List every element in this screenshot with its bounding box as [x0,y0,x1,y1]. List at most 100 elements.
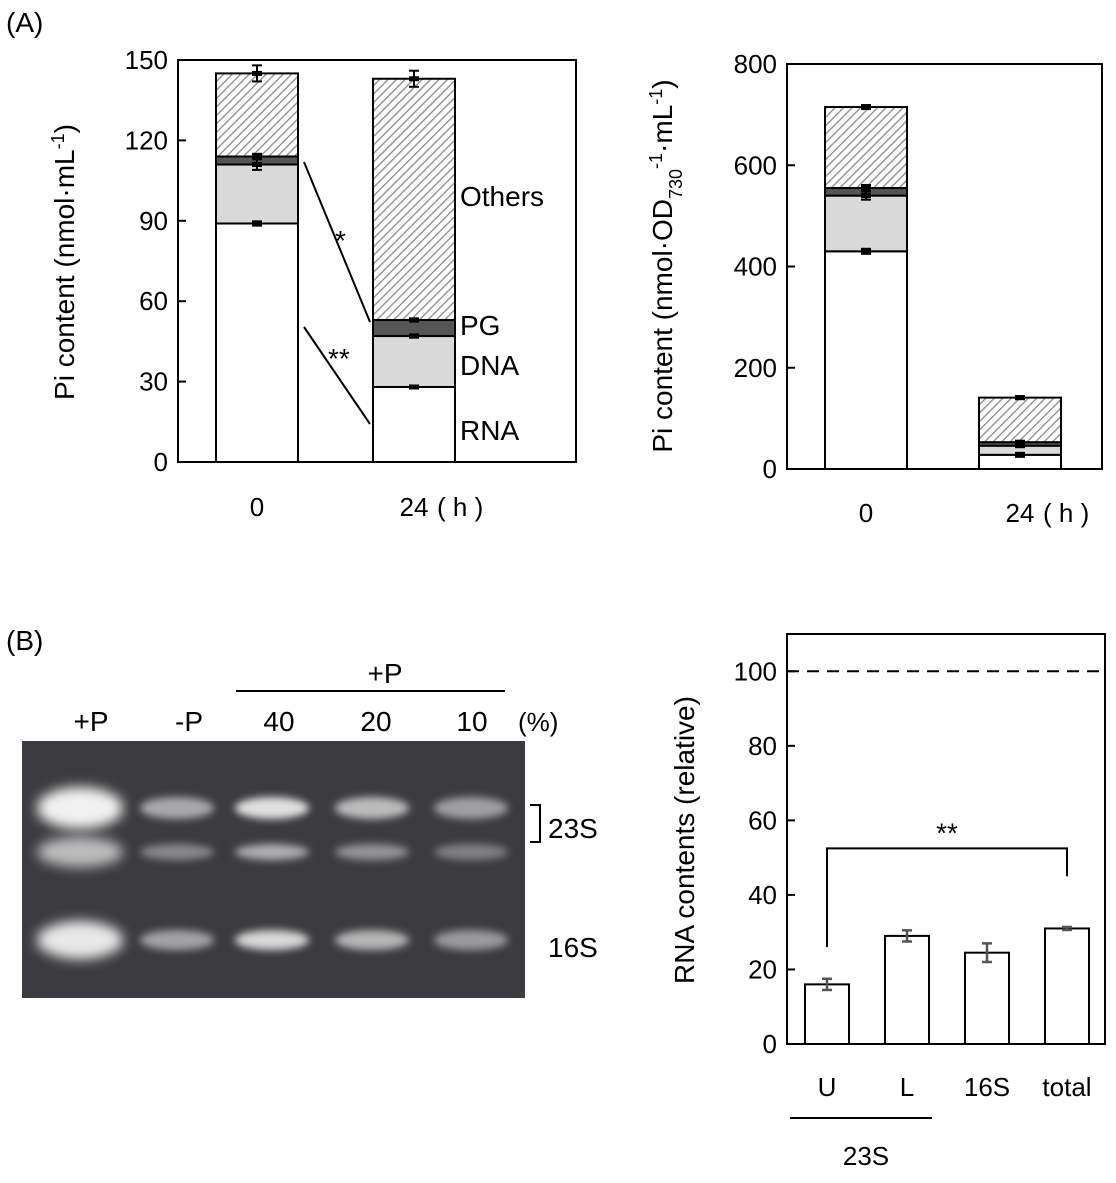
b-ytick-label: 0 [763,1029,777,1059]
gel-bands [37,787,508,959]
chart-a1-pi-content-per-ml: 0 30 60 90 120 150 0 24 ( h ) Pi content (nmol… [48,45,577,522]
gel-lane-label: -P [175,706,203,737]
chart-b-significance-label: ** [936,817,958,848]
b-bar-U [804,983,850,1046]
gel-band [37,921,123,959]
a1-ytick-label: 90 [139,206,168,236]
gel-band [140,797,214,819]
a2-bar-rna [824,250,908,470]
a1-ytick-label: 30 [139,367,168,397]
b-ytick-label: 100 [734,656,777,686]
chart-a1-error-bars [252,64,419,390]
legend-pg: PG [460,310,500,341]
gel-band [335,930,409,950]
a2-xtick-label: 24 [1006,498,1035,528]
chart-b-bars [804,927,1090,1046]
gel-unit-label: (%) [518,707,558,737]
a1-error-others-mean-marker [252,70,262,76]
chart-a1-significance-1: * [335,225,346,256]
gel-band [37,836,123,868]
chart-a2-x-unit: ( h ) [1043,498,1089,528]
a2-ytick-label: 600 [734,150,777,180]
b-xtick-label: L [900,1072,914,1102]
a2-error-dna-mean-marker [1015,443,1025,449]
b-ytick-label: 80 [748,731,777,761]
chart-b-x-axis: U L 16S total [818,1072,1092,1102]
a1-error-rna-mean-marker [409,384,419,390]
a2-ytick-label: 800 [734,49,777,79]
a1-xtick-label: 24 [400,492,429,522]
chart-b-error-bars [822,925,1072,992]
gel-band [434,930,508,950]
gel-band [235,930,309,950]
a2-error-pg-mean-marker [1015,439,1025,445]
chart-b-frame [786,633,1106,1045]
gel-band [140,930,214,950]
gel-band [434,844,508,860]
a2-error-dna-mean-marker [861,193,871,199]
a1-ytick-label: 0 [154,447,168,477]
b-ytick-label: 40 [748,880,777,910]
a1-ytick-label: 60 [139,286,168,316]
a1-error-pg-mean-marker [252,153,262,159]
a2-ytick-label: 200 [734,353,777,383]
gel-23s-bracket [530,804,541,843]
panel-a-label: (A) [6,7,43,38]
panel-b-label: (B) [6,625,43,656]
gel-band [335,844,409,860]
gel-lane-labels: +P -P 40 20 10 [73,706,487,737]
chart-a1-bars [215,72,456,463]
gel-lane-label: 20 [360,706,391,737]
chart-a1-x-unit: ( h ) [437,492,483,522]
chart-a2-error-bars [861,104,1025,458]
legend-rna: RNA [460,415,519,446]
a1-error-dna-mean-marker [409,333,419,339]
a2-error-others-mean-marker [861,104,871,110]
gel-band [235,797,309,819]
chart-a2-bars [824,106,1062,471]
chart-b-ylabel: RNA contents (relative) [669,696,700,984]
a2-error-others-mean-marker [1015,395,1025,401]
gel-band-label-16s: 16S [548,932,598,963]
a2-bar-others [978,396,1062,444]
chart-a1-connector-pg [303,161,371,323]
chart-a2-ylabel: Pi content (nmol·OD730-1·mL-1) [646,79,686,452]
a1-error-dna-mean-marker [252,162,262,168]
legend-others: Others [460,181,544,212]
gel-lane-label: 40 [263,706,294,737]
gel-image: +P -P 40 20 10 (%) +P 23S 16S [22,658,598,998]
a2-ytick-label: 0 [763,454,777,484]
a1-xtick-label: 0 [250,492,264,522]
b-bar-16S [964,951,1010,1046]
b-xtick-label: U [818,1072,837,1102]
a2-ytick-label: 400 [734,252,777,282]
gel-band [37,787,123,829]
gel-lane-label: 10 [456,706,487,737]
chart-a1-connector-rna [303,326,371,425]
a2-error-pg-mean-marker [861,185,871,191]
a1-error-pg-mean-marker [409,317,419,323]
gel-group-label: +P [367,658,402,689]
a1-ytick-label: 120 [125,125,168,155]
b-ytick-label: 60 [748,805,777,835]
chart-a1-significance-2: ** [328,343,350,374]
a2-bar-dna [824,194,908,253]
chart-a1-ylabel: Pi content (nmol·mL-1) [48,124,80,400]
chart-b-23s-group-label: 23S [843,1141,889,1171]
a1-ytick-label: 150 [125,45,168,75]
gel-lane-label: +P [73,706,108,737]
b-bar-total [1044,927,1090,1045]
b-bar-L [884,934,930,1046]
chart-a1-x-axis: 0 24 [250,492,429,522]
b-xtick-label: 16S [964,1072,1010,1102]
a2-error-rna-mean-marker [1015,452,1025,458]
gel-band [140,844,214,860]
chart-b-y-axis: 0 20 40 60 80 100 [734,656,795,1059]
a1-bar-rna [372,385,456,463]
a1-bar-others [372,77,456,321]
chart-a2-y-axis: 0 200 400 600 800 [734,49,795,484]
chart-a2-pi-content-per-od: 0 200 400 600 800 0 24 ( h ) Pi content (nmol… [646,49,1103,528]
a1-bar-others [215,72,299,158]
b-xtick-label: total [1042,1072,1091,1102]
gel-band [235,844,309,860]
